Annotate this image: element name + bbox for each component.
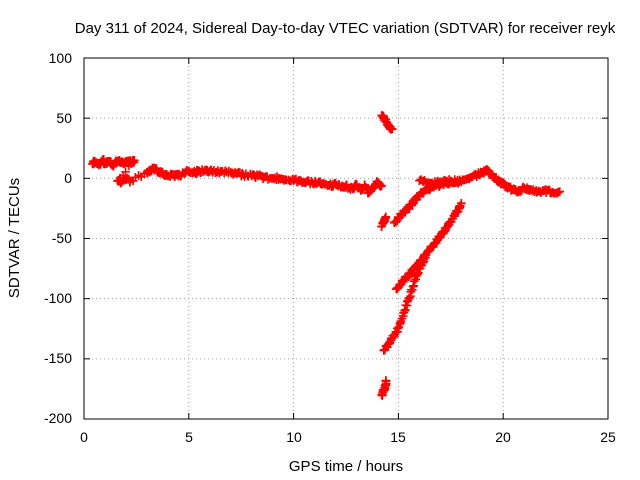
data-point	[387, 124, 397, 134]
series-lower-rise	[379, 253, 430, 355]
data-point	[377, 181, 386, 190]
data-point	[555, 187, 565, 196]
chart-title: Day 311 of 2024, Sidereal Day-to-day VTE…	[75, 20, 616, 37]
series-drop-top	[377, 111, 397, 134]
data-points	[88, 111, 565, 400]
y-tick-label: -150	[44, 350, 72, 366]
data-point	[381, 212, 391, 222]
x-tick-label: 0	[80, 429, 88, 445]
grid-lines	[84, 58, 608, 419]
series-main-trend	[88, 154, 386, 198]
y-tick-label: -100	[44, 290, 72, 306]
x-axis-title: GPS time / hours	[289, 458, 403, 475]
y-tick-label: -200	[44, 410, 72, 426]
series-upper-arc	[389, 165, 565, 228]
plot-frame	[83, 57, 609, 420]
x-tick-label: 25	[600, 429, 616, 445]
x-tick-label: 15	[390, 429, 406, 445]
x-tick-labels: 0 5 10 15 20 25	[80, 429, 616, 445]
series-drop-mid	[377, 212, 391, 231]
axis-ticks	[83, 57, 609, 420]
data-point	[446, 217, 456, 227]
y-tick-labels: 100 50 0 -50 -100 -150 -200	[44, 50, 72, 426]
y-tick-label: 100	[49, 50, 73, 66]
y-axis-title: SDTVAR / TECUs	[6, 178, 23, 298]
x-tick-label: 10	[286, 429, 302, 445]
data-point	[456, 199, 466, 208]
data-point	[381, 376, 391, 385]
y-tick-label: -50	[52, 230, 72, 246]
y-tick-label: 0	[64, 170, 72, 186]
x-tick-label: 20	[495, 429, 511, 445]
y-tick-label: 50	[56, 110, 72, 126]
data-point	[456, 177, 466, 187]
data-point	[421, 253, 430, 263]
series-drop-bottom	[377, 376, 391, 400]
data-point	[124, 161, 134, 171]
x-tick-label: 5	[185, 429, 193, 445]
data-point	[405, 271, 414, 280]
